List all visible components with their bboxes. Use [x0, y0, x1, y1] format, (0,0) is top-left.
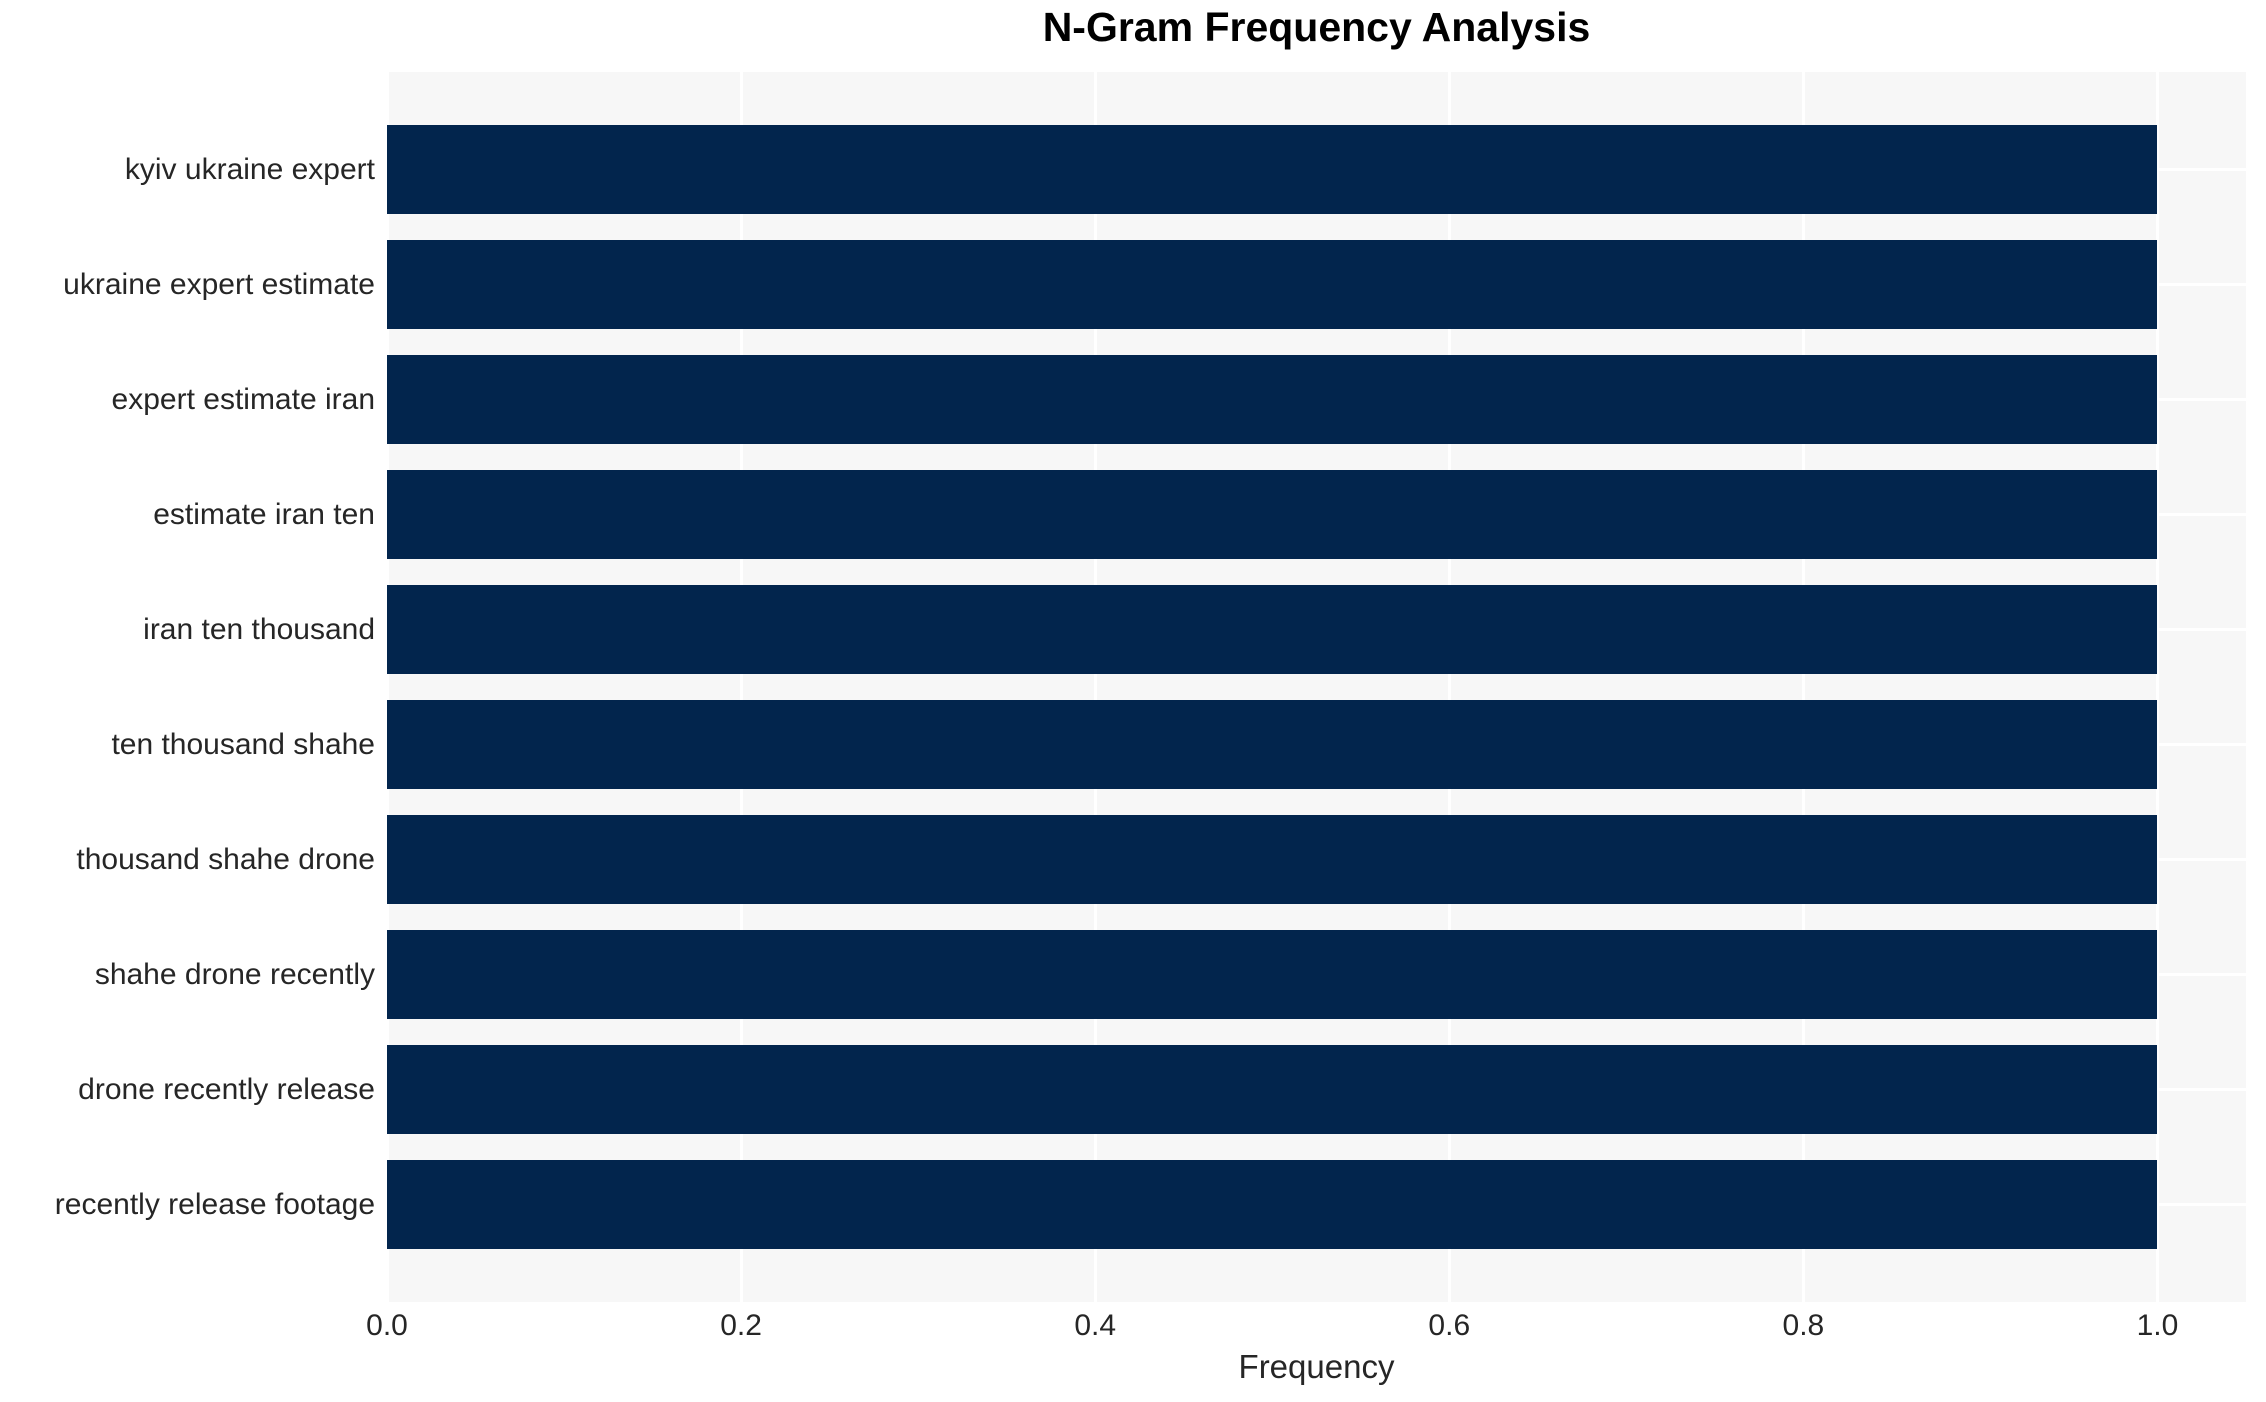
x-tick-label: 0.8 — [1782, 1309, 1825, 1342]
y-tick-label: thousand shahe drone — [76, 842, 375, 876]
y-tick-label: expert estimate iran — [111, 382, 375, 416]
bar-expert-estimate-iran — [387, 355, 2158, 444]
x-gridline — [1447, 72, 1451, 1302]
x-axis-ticks: 0.0 0.2 0.4 0.6 0.8 1.0 — [366, 1309, 2246, 1345]
x-tick-label: 0.6 — [1428, 1309, 1471, 1342]
bar-thousand-shahe-drone — [387, 815, 2158, 904]
y-tick-label: ukraine expert estimate — [63, 267, 375, 301]
bar-ukraine-expert-estimate — [387, 240, 2158, 329]
x-tick-label: 0.0 — [366, 1309, 408, 1342]
bar-iran-ten-thousand — [387, 585, 2158, 674]
bar-drone-recently-release — [387, 1045, 2158, 1134]
y-tick-label: iran ten thousand — [143, 612, 375, 646]
x-gridline — [739, 72, 743, 1302]
x-gridline — [385, 72, 389, 1302]
chart-title: N-Gram Frequency Analysis — [1042, 4, 1591, 50]
y-tick-label: shahe drone recently — [94, 957, 375, 991]
bar-kyiv-ukraine-expert — [387, 125, 2158, 214]
y-tick-label: estimate iran ten — [153, 497, 375, 531]
y-tick-label: kyiv ukraine expert — [124, 152, 375, 186]
y-tick-label: recently release footage — [54, 1187, 375, 1221]
y-axis-labels: kyiv ukraine expert ukraine expert estima… — [0, 72, 375, 1302]
bar-recently-release-footage — [387, 1160, 2158, 1249]
x-gridline — [1801, 72, 1805, 1302]
x-tick-label: 0.2 — [720, 1309, 762, 1342]
y-tick-label: drone recently release — [78, 1072, 375, 1106]
x-axis-label: Frequency — [1238, 1348, 1395, 1385]
bar-ten-thousand-shahe — [387, 700, 2158, 789]
bar-shahe-drone-recently — [387, 930, 2158, 1019]
bar-estimate-iran-ten — [387, 470, 2158, 559]
x-tick-label: 0.4 — [1074, 1309, 1117, 1342]
y-tick-label: ten thousand shahe — [111, 727, 375, 761]
plot-area — [385, 72, 2246, 1302]
x-gridline — [1093, 72, 1097, 1302]
x-tick-label: 1.0 — [2136, 1309, 2179, 1342]
x-gridline — [2155, 72, 2159, 1302]
